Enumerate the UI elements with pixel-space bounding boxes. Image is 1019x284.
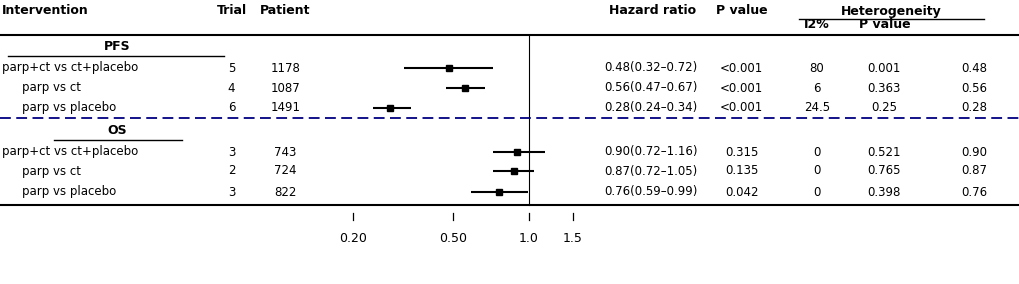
Text: <0.001: <0.001 bbox=[719, 101, 762, 114]
Text: 743: 743 bbox=[274, 145, 297, 158]
Text: 0: 0 bbox=[812, 145, 820, 158]
Text: 822: 822 bbox=[274, 185, 297, 199]
Text: Heterogeneity: Heterogeneity bbox=[841, 5, 941, 18]
Text: 0.56: 0.56 bbox=[960, 82, 986, 95]
Text: 4: 4 bbox=[227, 82, 235, 95]
Text: OS: OS bbox=[107, 124, 127, 137]
Text: Patient: Patient bbox=[260, 5, 311, 18]
Text: 0.48(0.32–0.72): 0.48(0.32–0.72) bbox=[603, 62, 696, 74]
Text: 0.90(0.72–1.16): 0.90(0.72–1.16) bbox=[603, 145, 697, 158]
Text: parp vs placebo: parp vs placebo bbox=[22, 101, 116, 114]
Text: 0.28: 0.28 bbox=[960, 101, 986, 114]
Text: 0: 0 bbox=[812, 185, 820, 199]
Text: 0.398: 0.398 bbox=[867, 185, 900, 199]
Text: 0.042: 0.042 bbox=[725, 185, 757, 199]
Text: P value: P value bbox=[715, 5, 766, 18]
Text: I2%: I2% bbox=[803, 18, 829, 30]
Text: 3: 3 bbox=[227, 185, 235, 199]
Text: 1491: 1491 bbox=[270, 101, 301, 114]
Text: 0.315: 0.315 bbox=[725, 145, 757, 158]
Text: parp vs placebo: parp vs placebo bbox=[22, 185, 116, 199]
Text: 0.001: 0.001 bbox=[867, 62, 900, 74]
Text: 5: 5 bbox=[227, 62, 235, 74]
Text: 0.76: 0.76 bbox=[960, 185, 986, 199]
Text: 1087: 1087 bbox=[270, 82, 301, 95]
Text: parp vs ct: parp vs ct bbox=[22, 164, 82, 178]
Text: 1.5: 1.5 bbox=[562, 232, 583, 245]
Text: P value: P value bbox=[858, 18, 909, 30]
Text: 0.87: 0.87 bbox=[960, 164, 986, 178]
Text: Intervention: Intervention bbox=[2, 5, 89, 18]
Text: PFS: PFS bbox=[104, 41, 130, 53]
Text: 0.48: 0.48 bbox=[960, 62, 986, 74]
Text: 0.521: 0.521 bbox=[867, 145, 900, 158]
Text: parp+ct vs ct+placebo: parp+ct vs ct+placebo bbox=[2, 145, 139, 158]
Text: 2: 2 bbox=[227, 164, 235, 178]
Text: 0.87(0.72–1.05): 0.87(0.72–1.05) bbox=[603, 164, 696, 178]
Text: 6: 6 bbox=[227, 101, 235, 114]
Text: Trial: Trial bbox=[216, 5, 247, 18]
Text: 0.50: 0.50 bbox=[439, 232, 467, 245]
Text: 1178: 1178 bbox=[270, 62, 301, 74]
Text: Hazard ratio: Hazard ratio bbox=[608, 5, 696, 18]
Text: 1.0: 1.0 bbox=[519, 232, 538, 245]
Text: 0.765: 0.765 bbox=[867, 164, 900, 178]
Text: 0.25: 0.25 bbox=[870, 101, 897, 114]
Text: 0.363: 0.363 bbox=[867, 82, 900, 95]
Text: <0.001: <0.001 bbox=[719, 82, 762, 95]
Text: 0.90: 0.90 bbox=[960, 145, 986, 158]
Text: 6: 6 bbox=[812, 82, 820, 95]
Text: 3: 3 bbox=[227, 145, 235, 158]
Text: 0.76(0.59–0.99): 0.76(0.59–0.99) bbox=[603, 185, 697, 199]
Text: 0.20: 0.20 bbox=[339, 232, 367, 245]
Text: 0.56(0.47–0.67): 0.56(0.47–0.67) bbox=[603, 82, 697, 95]
Text: 24.5: 24.5 bbox=[803, 101, 829, 114]
Text: 724: 724 bbox=[274, 164, 297, 178]
Text: 0.28(0.24–0.34): 0.28(0.24–0.34) bbox=[603, 101, 696, 114]
Text: parp vs ct: parp vs ct bbox=[22, 82, 82, 95]
Text: 0: 0 bbox=[812, 164, 820, 178]
Text: 0.135: 0.135 bbox=[725, 164, 757, 178]
Text: <0.001: <0.001 bbox=[719, 62, 762, 74]
Text: 80: 80 bbox=[809, 62, 823, 74]
Text: parp+ct vs ct+placebo: parp+ct vs ct+placebo bbox=[2, 62, 139, 74]
